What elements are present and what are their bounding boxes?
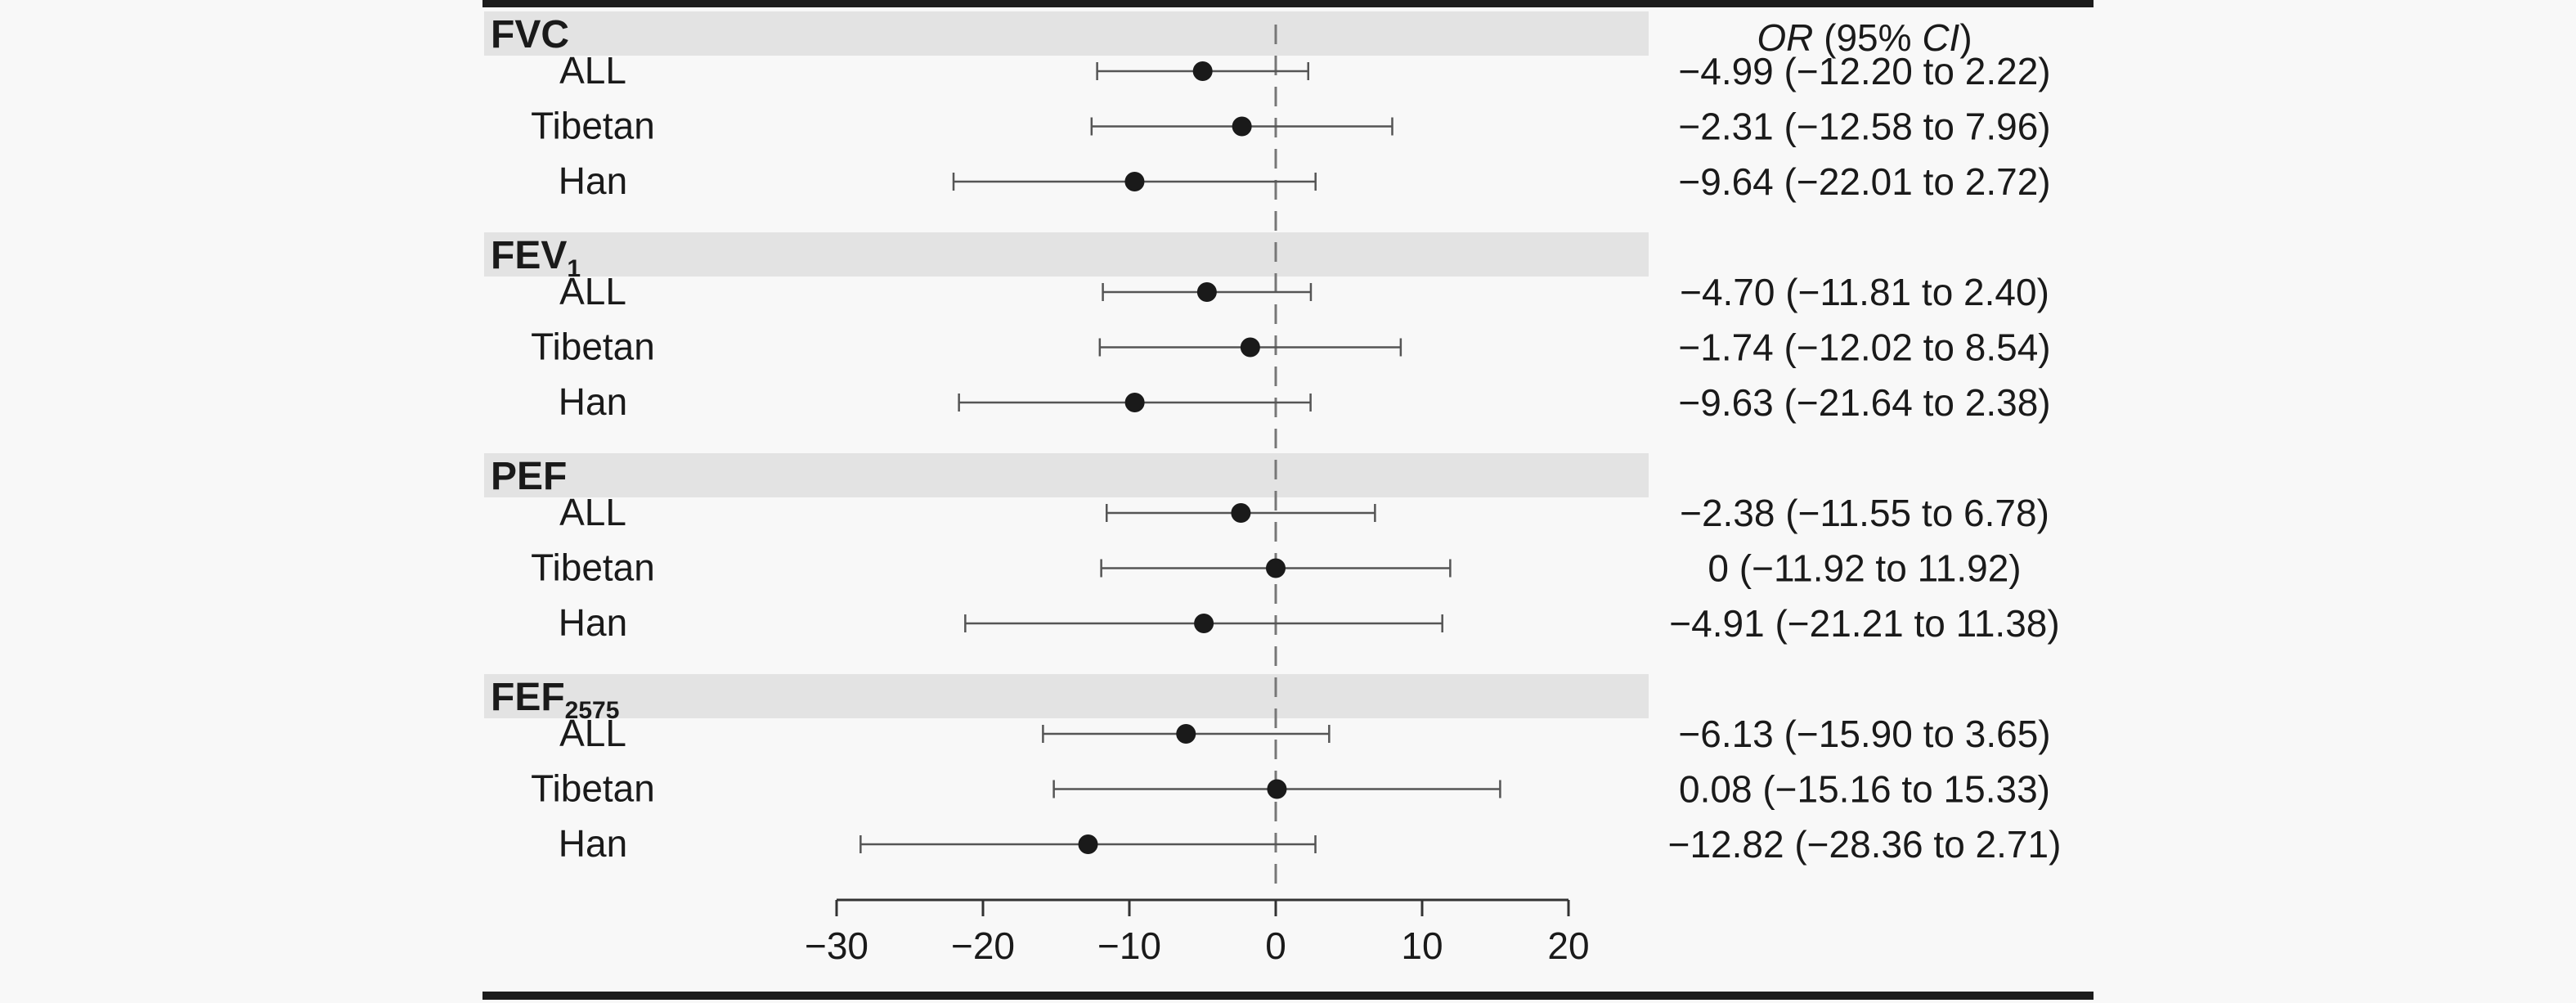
header-part: ) (1959, 16, 1972, 59)
x-tick-label: 0 (1265, 924, 1286, 967)
header-part: (95% (1813, 16, 1922, 59)
point-estimate (1196, 282, 1217, 302)
x-tick-label: −30 (805, 924, 868, 967)
row-label: Han (559, 601, 627, 644)
group-label-main: FVC (491, 13, 569, 56)
point-estimate (1078, 834, 1098, 854)
group-label: FEV1 (491, 234, 581, 282)
point-estimate (1266, 558, 1286, 578)
x-tick-label: 20 (1547, 924, 1589, 967)
row-label: Tibetan (531, 767, 655, 810)
top-rule (482, 0, 2094, 7)
point-estimate (1194, 614, 1214, 633)
estimate-ci-text: −12.82 (−28.36 to 2.71) (1668, 823, 2062, 866)
estimate-ci-text: −4.70 (−11.81 to 2.40) (1680, 271, 2049, 313)
x-tick-label: −20 (951, 924, 1015, 967)
row-label: Han (559, 822, 627, 865)
estimate-ci-text: −4.99 (−12.20 to 2.22) (1678, 50, 2050, 92)
group-label: FEF2575 (491, 676, 619, 724)
x-tick-label: −10 (1097, 924, 1161, 967)
point-estimate (1267, 779, 1287, 799)
row-label: Tibetan (531, 105, 655, 147)
row-label: Tibetan (531, 546, 655, 589)
estimate-ci-text: −1.74 (−12.02 to 8.54) (1678, 326, 2050, 369)
group-header-band (484, 232, 1649, 277)
estimate-ci-text: −6.13 (−15.90 to 3.65) (1678, 713, 2050, 755)
point-estimate (1232, 116, 1252, 137)
x-tick-label: 10 (1401, 924, 1443, 967)
row-label: Tibetan (531, 326, 655, 368)
group-header-band (484, 674, 1649, 718)
point-estimate (1176, 724, 1196, 744)
point-estimate (1240, 337, 1260, 358)
group-label-main: FEV (491, 234, 567, 277)
group-label: FVC (491, 13, 569, 56)
header-part: OR (1757, 16, 1813, 59)
group-label-main: PEF (491, 455, 567, 498)
estimate-ci-text: 0.08 (−15.16 to 15.33) (1679, 768, 2050, 811)
point-estimate (1124, 393, 1145, 412)
estimate-ci-text: −2.31 (−12.58 to 7.96) (1678, 106, 2050, 148)
row-label: ALL (559, 270, 626, 313)
estimate-ci-text: 0 (−11.92 to 11.92) (1708, 547, 2021, 590)
row-label: ALL (559, 49, 626, 92)
bottom-rule (482, 992, 2094, 1000)
point-estimate (1231, 503, 1251, 523)
row-label: Han (559, 380, 627, 423)
point-estimate (1192, 61, 1213, 81)
point-estimate (1124, 172, 1145, 191)
group-label-subscript: 1 (567, 255, 581, 282)
estimate-column-header: OR (95% CI) (1757, 16, 1972, 59)
estimate-ci-text: −2.38 (−11.55 to 6.78) (1680, 492, 2049, 534)
group-label-subscript: 2575 (565, 697, 620, 724)
row-label: Han (559, 160, 627, 202)
estimate-ci-text: −9.63 (−21.64 to 2.38) (1678, 381, 2050, 424)
row-label: ALL (559, 712, 626, 754)
header-part: CI (1922, 16, 1959, 59)
group-header-band (484, 453, 1649, 497)
group-label-main: FEF (491, 676, 565, 719)
group-header-band (484, 11, 1649, 56)
estimate-ci-text: −4.91 (−21.21 to 11.38) (1669, 602, 2059, 645)
group-label: PEF (491, 455, 567, 498)
row-label: ALL (559, 491, 626, 533)
estimate-ci-text: −9.64 (−22.01 to 2.72) (1678, 160, 2050, 203)
